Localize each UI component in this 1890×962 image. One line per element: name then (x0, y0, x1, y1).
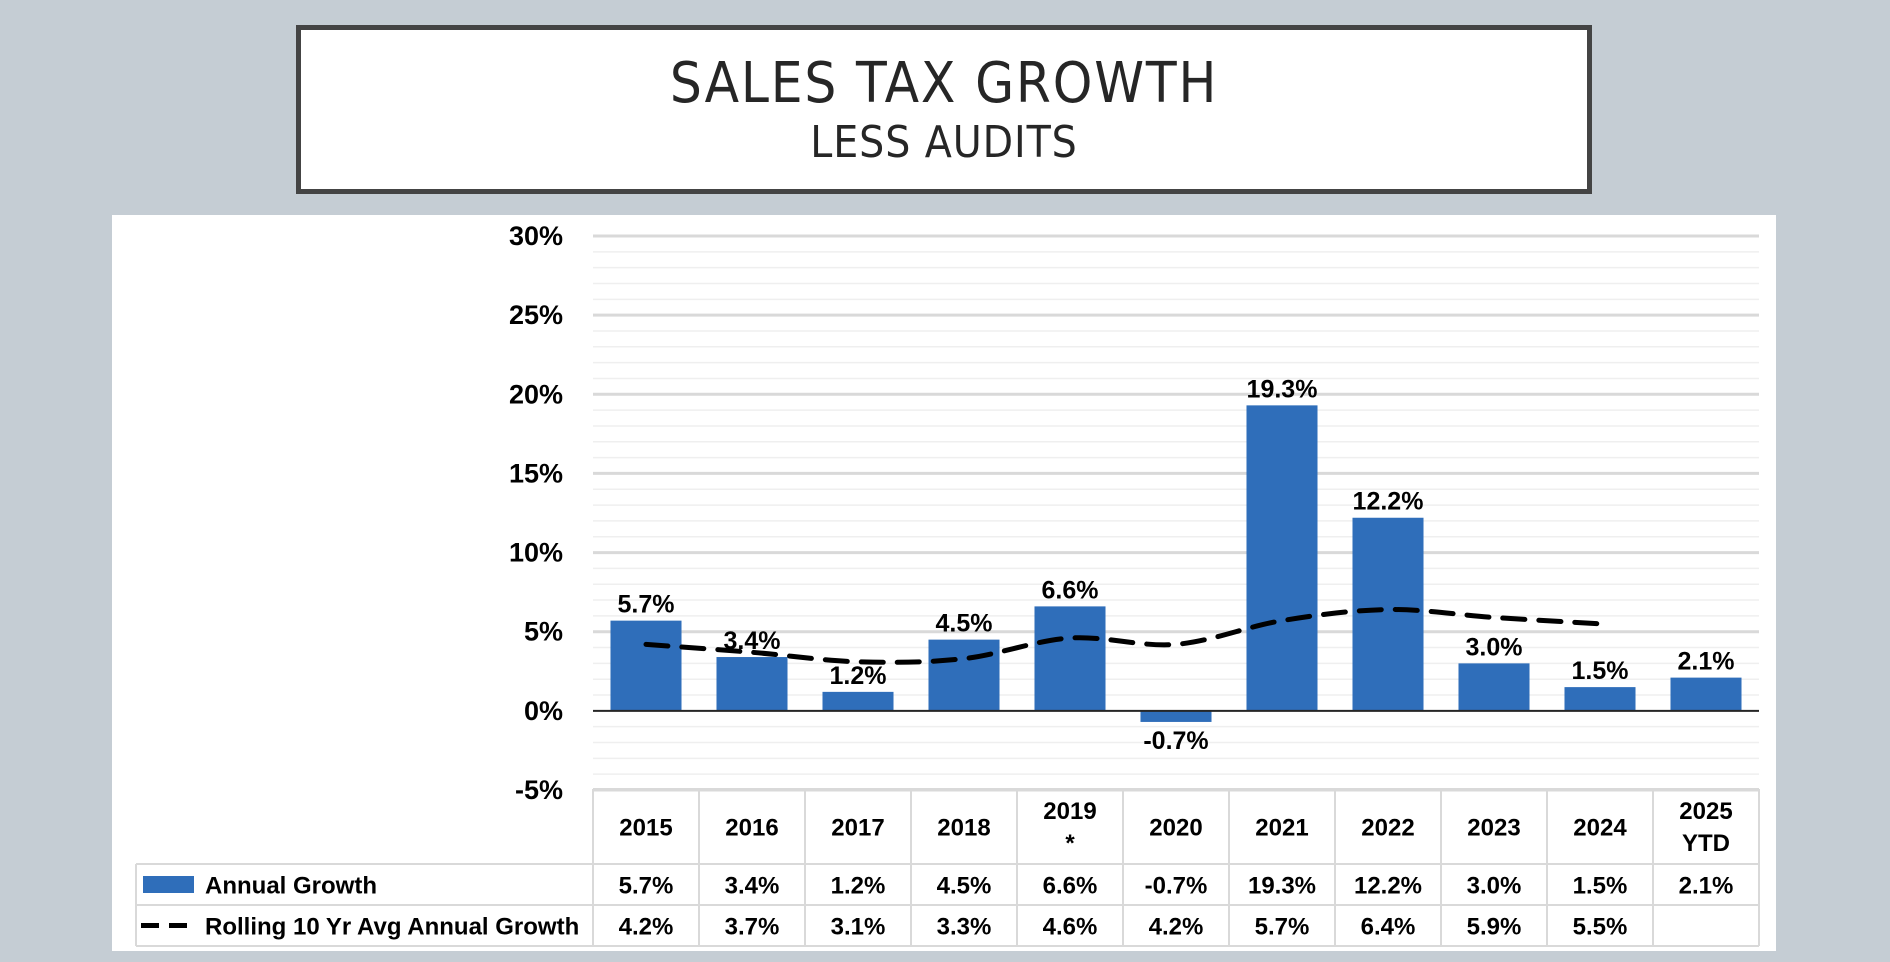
table-header-cell: 2018 (937, 815, 990, 842)
table-cell-rolling: 6.4% (1361, 914, 1416, 941)
table-cell-rolling: 4.2% (1149, 914, 1204, 941)
bar-data-label: 2.1% (1678, 648, 1735, 676)
y-tick-label: 25% (509, 300, 563, 330)
data-table: 2015 2016 2017 2018 2019 * 2020 2021 2022 2023 202… (135, 788, 1760, 947)
y-tick-label: 30% (509, 221, 563, 251)
bar-data-label: 12.2% (1353, 488, 1424, 516)
bar-data-label: 1.2% (830, 662, 887, 690)
table-cell-rolling: 5.5% (1573, 914, 1628, 941)
bar-2025ytd (1670, 677, 1742, 711)
bar-data-label: -0.7% (1143, 727, 1208, 755)
bar-data-label: 1.5% (1572, 657, 1629, 685)
table-cell-annual: 2.1% (1679, 873, 1734, 900)
table-cell-annual: 6.6% (1043, 873, 1098, 900)
bar-data-label: 5.7% (618, 591, 675, 619)
table-cell-rolling: 3.7% (725, 914, 780, 941)
table-header-cell: 2015 (619, 815, 672, 842)
y-tick-label: -5% (515, 775, 563, 805)
y-tick-label: 15% (509, 458, 563, 488)
bar-2015 (610, 620, 682, 711)
table-cell-annual: 1.5% (1573, 873, 1628, 900)
table-cell-annual: 5.7% (619, 873, 674, 900)
table-header-cell: 2024 (1573, 815, 1627, 842)
bar-data-label: 19.3% (1247, 375, 1318, 403)
table-cell-annual: 1.2% (831, 873, 886, 900)
table-header-cell: * (1065, 830, 1075, 857)
y-tick-label: 20% (509, 379, 563, 409)
table-header-cell: 2023 (1467, 815, 1520, 842)
table-cell-annual: 4.5% (937, 873, 992, 900)
table-header-cell: 2020 (1149, 815, 1202, 842)
table-cell-annual: 12.2% (1354, 873, 1422, 900)
bar-data-label: 4.5% (936, 610, 993, 638)
bar-data-label: 3.0% (1466, 633, 1523, 661)
y-tick-label: 10% (509, 538, 563, 568)
table-cell-rolling: 3.1% (831, 914, 886, 941)
legend-label-annual-growth: Annual Growth (205, 873, 377, 900)
y-tick-label: 0% (524, 696, 563, 726)
table-header-cell: 2022 (1361, 815, 1414, 842)
chart-title: SALES TAX GROWTH (669, 51, 1219, 116)
table-header-cell: 2017 (831, 815, 884, 842)
table-cell-rolling: 4.2% (619, 914, 674, 941)
rolling-avg-line (643, 607, 1603, 665)
title-box: SALES TAX GROWTH LESS AUDITS (296, 25, 1592, 194)
chart-subtitle: LESS AUDITS (810, 117, 1078, 168)
table-cell-rolling: 5.9% (1467, 914, 1522, 941)
y-tick-label: 5% (524, 617, 563, 647)
legend-swatch-bar (143, 876, 194, 893)
bar-2021 (1246, 405, 1318, 711)
table-header-cell: 2021 (1255, 815, 1308, 842)
table-cell-rolling: 5.7% (1255, 914, 1310, 941)
table-header-cell: 2025 (1679, 798, 1732, 825)
bar-series (610, 405, 1742, 722)
table-header-cell: 2019 (1043, 798, 1096, 825)
bar-2024 (1564, 687, 1636, 711)
bar-2023 (1458, 663, 1530, 711)
bar-2017 (822, 691, 894, 711)
bar-2016 (716, 657, 788, 711)
table-cell-rolling: 3.3% (937, 914, 992, 941)
y-axis-labels: 30% 25% 20% 15% 10% 5% 0% -5% (509, 221, 563, 805)
bar-2019 (1034, 606, 1106, 711)
legend-label-rolling-avg: Rolling 10 Yr Avg Annual Growth (205, 914, 579, 941)
table-cell-rolling: 4.6% (1043, 914, 1098, 941)
bar-data-labels: 5.7% 3.4% 1.2% 4.5% 6.6% -0.7% 19.3% 12.2% 3.0% 1… (618, 375, 1735, 755)
bar-data-label: 6.6% (1042, 576, 1099, 604)
bar-2020 (1140, 710, 1212, 722)
table-cell-annual: 19.3% (1248, 873, 1316, 900)
table-cell-annual: 3.4% (725, 873, 780, 900)
table-cell-annual: -0.7% (1145, 873, 1208, 900)
chart-panel: 30% 25% 20% 15% 10% 5% 0% -5% 5.7% 3.4% 1.2% 4.5% 6… (112, 215, 1776, 951)
bar-2018 (928, 639, 1000, 711)
table-header-cell: YTD (1682, 830, 1730, 857)
chart: 30% 25% 20% 15% 10% 5% 0% -5% 5.7% 3.4% 1.2% 4.5% 6… (135, 221, 1760, 947)
bar-data-label: 3.4% (724, 627, 781, 655)
bar-2022 (1352, 517, 1424, 711)
table-cell-annual: 3.0% (1467, 873, 1522, 900)
table-header-cell: 2016 (725, 815, 778, 842)
